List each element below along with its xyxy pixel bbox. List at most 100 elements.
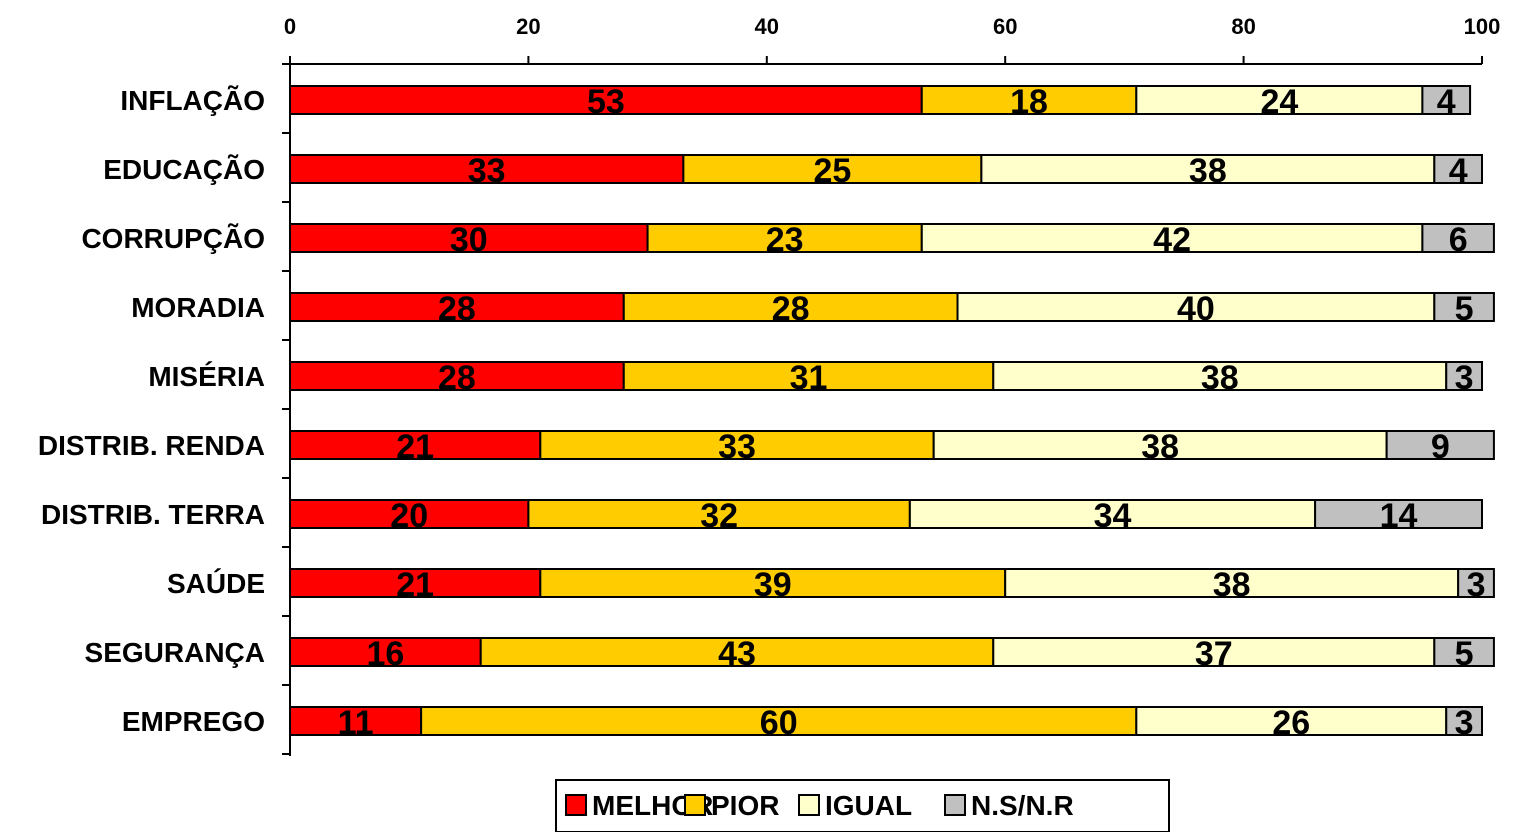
data-label: 25 (813, 152, 851, 190)
bar-segment (289, 499, 530, 529)
category-label: SEGURANÇA (85, 637, 265, 668)
bar-segment (289, 637, 482, 667)
legend-swatch (565, 794, 587, 816)
data-label: 3 (1455, 704, 1474, 742)
bar-segment (289, 154, 685, 184)
data-label: 38 (1201, 359, 1239, 397)
x-tick-label: 20 (516, 14, 540, 39)
bar-segment (908, 499, 1317, 529)
data-label: 31 (790, 359, 828, 397)
data-label: 3 (1455, 359, 1474, 397)
x-tick-label: 100 (1464, 14, 1501, 39)
data-label: 33 (468, 152, 506, 190)
data-label: 11 (338, 704, 374, 742)
bar-segment (1135, 85, 1424, 115)
legend-label: PIOR (711, 790, 779, 821)
data-label: 6 (1449, 221, 1468, 259)
data-label: 4 (1437, 83, 1456, 121)
data-label: 14 (1380, 497, 1418, 535)
x-tick-label: 60 (993, 14, 1017, 39)
data-label: 34 (1094, 497, 1132, 535)
bars (289, 85, 1495, 736)
category-label: INFLAÇÃO (120, 85, 265, 116)
bar-segment (920, 85, 1138, 115)
data-label: 28 (438, 290, 476, 328)
bar-segment (682, 154, 983, 184)
bar-segment (1421, 223, 1495, 253)
x-tick-label: 0 (284, 14, 296, 39)
category-label: DISTRIB. TERRA (41, 499, 265, 530)
bar-segment (527, 499, 911, 529)
bar-segment (289, 85, 923, 115)
data-label: 37 (1195, 635, 1233, 673)
bar-segment (1314, 499, 1483, 529)
category-label: SAÚDE (167, 568, 265, 599)
data-label: 53 (587, 83, 625, 121)
bar-segment (992, 637, 1436, 667)
category-label: EDUCAÇÃO (103, 154, 265, 185)
bar-segment (1135, 706, 1448, 736)
data-label: 42 (1153, 221, 1191, 259)
bar-segment (1445, 361, 1483, 391)
data-label: 9 (1431, 428, 1450, 466)
data-label: 43 (718, 635, 756, 673)
data-label: 38 (1213, 566, 1251, 604)
data-label: 30 (450, 221, 488, 259)
bar-segment (932, 430, 1388, 460)
data-label: 16 (366, 635, 404, 673)
bar-segment (539, 568, 1007, 598)
bar-segment (420, 706, 1138, 736)
data-labels: 53 18 24 433 25 38 430 23 42 628 28 40 528 31 38 321 33 3… (338, 83, 1486, 742)
bar-segment (1421, 85, 1472, 115)
bar-segment (1445, 706, 1483, 736)
x-tick-label: 80 (1231, 14, 1255, 39)
data-label: 38 (1189, 152, 1227, 190)
data-label: 5 (1455, 635, 1474, 673)
bar-segment (1433, 292, 1495, 322)
data-label: 38 (1141, 428, 1179, 466)
bar-segment (622, 292, 959, 322)
data-label: 33 (718, 428, 756, 466)
x-tick-label: 40 (755, 14, 779, 39)
data-label: 3 (1467, 566, 1486, 604)
data-label: 28 (438, 359, 476, 397)
data-label: 18 (1010, 83, 1048, 121)
data-label: 21 (396, 566, 434, 604)
data-label: 32 (700, 497, 738, 535)
legend-swatch (798, 794, 820, 816)
legend-box (555, 779, 1170, 832)
bar-segment (289, 430, 542, 460)
bar-segment (289, 223, 649, 253)
data-label: 39 (754, 566, 792, 604)
bar-segment (980, 154, 1436, 184)
x-axis-tick-labels: 0 20 40 60 80 100 (284, 14, 1500, 39)
bar-segment (646, 223, 923, 253)
data-label: 4 (1449, 152, 1468, 190)
category-label: EMPREGO (122, 706, 265, 737)
data-label: 24 (1260, 83, 1298, 121)
category-label: CORRUPÇÃO (81, 223, 265, 254)
bar-segment (289, 706, 423, 736)
legend-swatch (944, 794, 966, 816)
data-label: 60 (760, 704, 798, 742)
data-label: 28 (772, 290, 810, 328)
bar-segment (1433, 154, 1483, 184)
data-label: 21 (396, 428, 434, 466)
data-label: 23 (766, 221, 804, 259)
bar-segment (956, 292, 1436, 322)
data-label: 20 (390, 497, 428, 535)
data-label: 40 (1177, 290, 1215, 328)
data-label: 26 (1272, 704, 1310, 742)
bar-segment (920, 223, 1424, 253)
legend-swatch (684, 794, 706, 816)
category-label: MORADIA (131, 292, 265, 323)
bar-segment (1457, 568, 1495, 598)
category-label: DISTRIB. RENDA (38, 430, 265, 461)
bar-segment (1385, 430, 1495, 460)
bar-segment (289, 568, 542, 598)
bar-segment (1433, 637, 1495, 667)
data-label: 5 (1455, 290, 1474, 328)
category-labels: INFLAÇÃO EDUCAÇÃO CORRUPÇÃO MORADIA MISÉRIA D… (38, 85, 265, 737)
legend-label: N.S/N.R (971, 790, 1074, 821)
